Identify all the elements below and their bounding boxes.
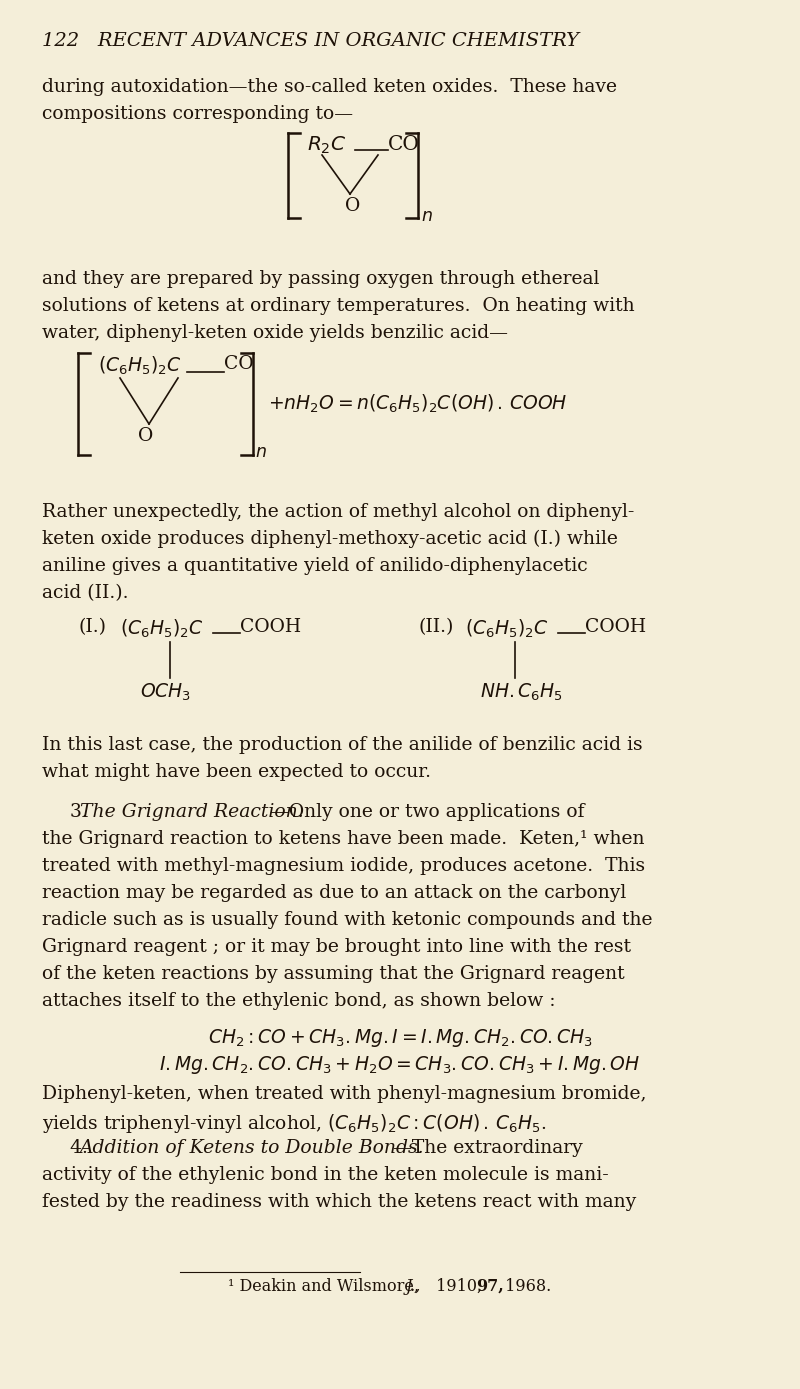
Text: Addition of Ketens to Double Bonds.: Addition of Ketens to Double Bonds. <box>79 1139 424 1157</box>
Text: 122   RECENT ADVANCES IN ORGANIC CHEMISTRY: 122 RECENT ADVANCES IN ORGANIC CHEMISTRY <box>42 32 579 50</box>
Text: 97,: 97, <box>476 1278 504 1295</box>
Text: yields triphenyl-vinyl alcohol, $(C_6H_5)_2C : C(OH)\, .\, C_6H_5$.: yields triphenyl-vinyl alcohol, $(C_6H_5… <box>42 1113 546 1135</box>
Text: and they are prepared by passing oxygen through ethereal: and they are prepared by passing oxygen … <box>42 269 599 288</box>
Text: aniline gives a quantitative yield of anilido-diphenylacetic: aniline gives a quantitative yield of an… <box>42 557 588 575</box>
Text: of the keten reactions by assuming that the Grignard reagent: of the keten reactions by assuming that … <box>42 965 625 983</box>
Text: acid (II.).: acid (II.). <box>42 583 129 601</box>
Text: O: O <box>138 426 154 444</box>
Text: 1910,: 1910, <box>431 1278 487 1295</box>
Text: Diphenyl-keten, when treated with phenyl-magnesium bromide,: Diphenyl-keten, when treated with phenyl… <box>42 1085 646 1103</box>
Text: $(C_6H_5)_2C$: $(C_6H_5)_2C$ <box>465 618 549 640</box>
Text: treated with methyl-magnesium iodide, produces acetone.  This: treated with methyl-magnesium iodide, pr… <box>42 857 645 875</box>
Text: $n$: $n$ <box>421 208 433 225</box>
Text: what might have been expected to occur.: what might have been expected to occur. <box>42 763 431 781</box>
Text: water, diphenyl-keten oxide yields benzilic acid—: water, diphenyl-keten oxide yields benzi… <box>42 324 508 342</box>
Text: during autoxidation—the so-called keten oxides.  These have: during autoxidation—the so-called keten … <box>42 78 617 96</box>
Text: (I.): (I.) <box>78 618 106 636</box>
Text: Grignard reagent ; or it may be brought into line with the rest: Grignard reagent ; or it may be brought … <box>42 938 631 956</box>
Text: $(C_6H_5)_2C$: $(C_6H_5)_2C$ <box>98 356 182 378</box>
Text: —The extraordinary: —The extraordinary <box>393 1139 582 1157</box>
Text: $+nH_2O = n(C_6H_5)_2C(OH)\, .\, COOH$: $+nH_2O = n(C_6H_5)_2C(OH)\, .\, COOH$ <box>268 393 567 415</box>
Text: CO: CO <box>388 135 420 154</box>
Text: 3.: 3. <box>70 803 94 821</box>
Text: fested by the readiness with which the ketens react with many: fested by the readiness with which the k… <box>42 1193 636 1211</box>
Text: $OCH_3$: $OCH_3$ <box>140 682 191 703</box>
Text: $(C_6H_5)_2C$: $(C_6H_5)_2C$ <box>120 618 204 640</box>
Text: compositions corresponding to—: compositions corresponding to— <box>42 106 353 124</box>
Text: $n$: $n$ <box>255 444 267 461</box>
Text: activity of the ethylenic bond in the keten molecule is mani-: activity of the ethylenic bond in the ke… <box>42 1165 609 1183</box>
Text: radicle such as is usually found with ketonic compounds and the: radicle such as is usually found with ke… <box>42 911 653 929</box>
Text: ¹ Deakin and Wilsmore,: ¹ Deakin and Wilsmore, <box>228 1278 424 1295</box>
Text: CO: CO <box>224 356 254 374</box>
Text: $R_2C$: $R_2C$ <box>307 135 346 157</box>
Text: J.,: J., <box>406 1278 422 1295</box>
Text: COOH: COOH <box>585 618 646 636</box>
Text: In this last case, the production of the anilide of benzilic acid is: In this last case, the production of the… <box>42 736 642 754</box>
Text: Rather unexpectedly, the action of methyl alcohol on diphenyl-: Rather unexpectedly, the action of methy… <box>42 503 634 521</box>
Text: keten oxide produces diphenyl-methoxy-acetic acid (I.) while: keten oxide produces diphenyl-methoxy-ac… <box>42 531 618 549</box>
Text: $CH_2 : CO+CH_3 . Mg . I = I . Mg . CH_2 . CO . CH_3$: $CH_2 : CO+CH_3 . Mg . I = I . Mg . CH_2… <box>207 1026 593 1049</box>
Text: The Grignard Reaction.: The Grignard Reaction. <box>80 803 304 821</box>
Text: solutions of ketens at ordinary temperatures.  On heating with: solutions of ketens at ordinary temperat… <box>42 297 634 315</box>
Text: 1968.: 1968. <box>500 1278 551 1295</box>
Text: the Grignard reaction to ketens have been made.  Keten,¹ when: the Grignard reaction to ketens have bee… <box>42 831 645 849</box>
Text: 4.: 4. <box>70 1139 94 1157</box>
Text: $NH . C_6H_5$: $NH . C_6H_5$ <box>480 682 563 703</box>
Text: (II.): (II.) <box>418 618 454 636</box>
Text: attaches itself to the ethylenic bond, as shown below :: attaches itself to the ethylenic bond, a… <box>42 992 555 1010</box>
Text: reaction may be regarded as due to an attack on the carbonyl: reaction may be regarded as due to an at… <box>42 883 626 901</box>
Text: —Only one or two applications of: —Only one or two applications of <box>270 803 585 821</box>
Text: COOH: COOH <box>240 618 301 636</box>
Text: O: O <box>345 197 360 215</box>
Text: $I . Mg . CH_2 . CO . CH_3+H_2O = CH_3 . CO . CH_3+I . Mg . OH$: $I . Mg . CH_2 . CO . CH_3+H_2O = CH_3 .… <box>159 1054 641 1076</box>
